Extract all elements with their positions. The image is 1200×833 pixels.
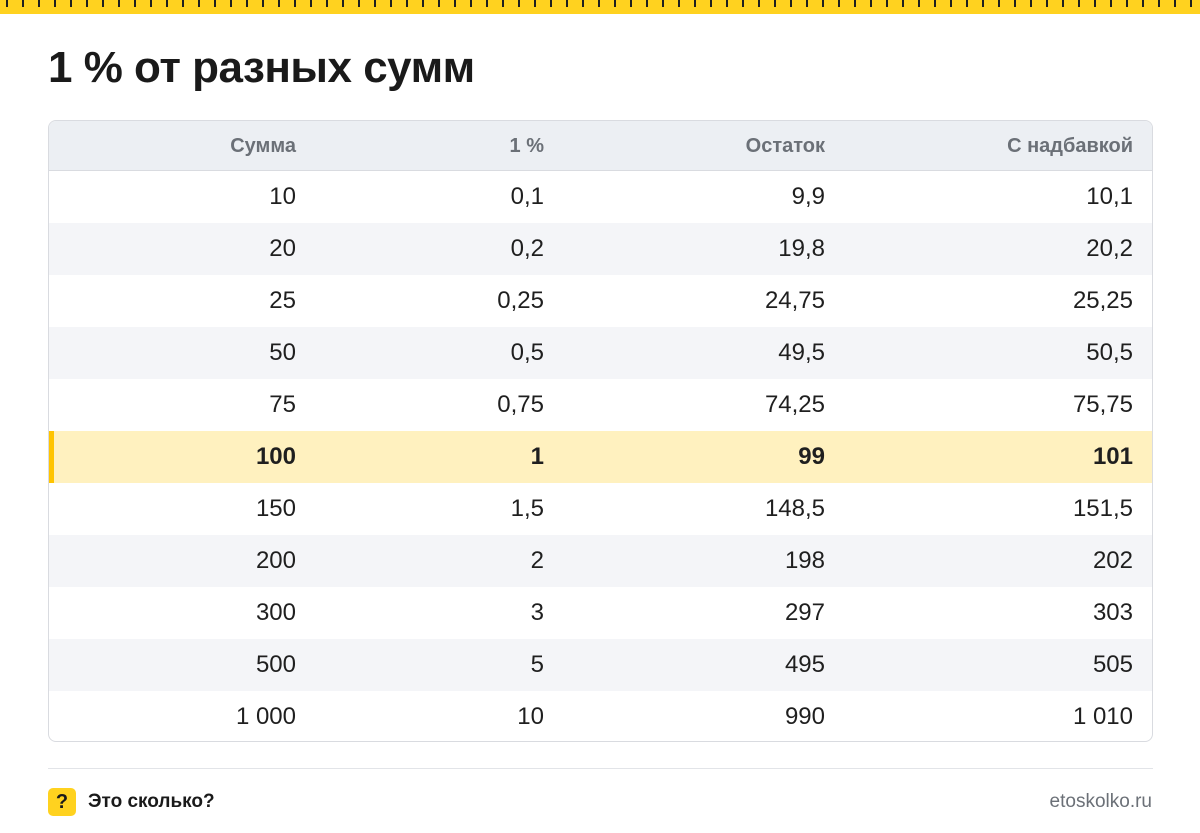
cell-percent: 0,2 xyxy=(510,235,544,262)
cell-remainder: 148,5 xyxy=(764,495,825,522)
cell-remainder: 495 xyxy=(784,651,825,678)
question-mark-icon: ? xyxy=(48,788,76,816)
table-row: 20 0,2 19,8 20,2 xyxy=(49,223,1152,275)
cell-remainder: 24,75 xyxy=(764,287,825,314)
cell-sum: 500 xyxy=(255,651,296,678)
table-header-row: Сумма 1 % Остаток С надбавкой xyxy=(49,121,1152,171)
cell-sum: 150 xyxy=(255,495,296,522)
table-row-highlighted: 100 1 99 101 xyxy=(49,431,1152,483)
table-row: 50 0,5 49,5 50,5 xyxy=(49,327,1152,379)
percent-table: Сумма 1 % Остаток С надбавкой 10 0,1 9,9 10… xyxy=(48,120,1153,742)
table-row: 300 3 297 303 xyxy=(49,587,1152,639)
cell-with-markup: 20,2 xyxy=(1086,235,1133,262)
cell-remainder: 198 xyxy=(784,547,825,574)
cell-remainder: 297 xyxy=(784,599,825,626)
ruler-decoration xyxy=(0,0,1200,14)
cell-remainder: 49,5 xyxy=(778,339,825,366)
cell-percent: 0,1 xyxy=(510,183,544,210)
cell-sum: 50 xyxy=(269,339,296,366)
cell-with-markup: 75,75 xyxy=(1072,391,1133,418)
cell-with-markup: 202 xyxy=(1092,547,1133,574)
cell-percent: 5 xyxy=(530,651,544,678)
column-header-sum: Сумма xyxy=(230,134,296,157)
cell-sum: 100 xyxy=(255,443,296,470)
column-header-with-markup: С надбавкой xyxy=(1007,134,1133,157)
table-row: 25 0,25 24,75 25,25 xyxy=(49,275,1152,327)
page-title: 1 % от разных сумм xyxy=(48,43,475,92)
cell-sum: 25 xyxy=(269,287,296,314)
cell-sum: 10 xyxy=(269,183,296,210)
cell-remainder: 19,8 xyxy=(778,235,825,262)
column-header-percent: 1 % xyxy=(509,134,544,157)
cell-with-markup: 505 xyxy=(1092,651,1133,678)
cell-with-markup: 303 xyxy=(1092,599,1133,626)
cell-with-markup: 151,5 xyxy=(1072,495,1133,522)
cell-remainder: 9,9 xyxy=(791,183,825,210)
cell-percent: 0,5 xyxy=(510,339,544,366)
cell-with-markup: 1 010 xyxy=(1072,703,1133,730)
cell-remainder: 990 xyxy=(784,703,825,730)
brand-name: Это сколько? xyxy=(88,791,215,812)
cell-sum: 1 000 xyxy=(235,703,296,730)
table-body: 10 0,1 9,9 10,1 20 0,2 19,8 20,2 25 0,25 24,75 25,2… xyxy=(49,171,1152,741)
cell-sum: 300 xyxy=(255,599,296,626)
cell-remainder: 74,25 xyxy=(764,391,825,418)
table-row: 150 1,5 148,5 151,5 xyxy=(49,483,1152,535)
table-row: 200 2 198 202 xyxy=(49,535,1152,587)
column-header-remainder: Остаток xyxy=(745,134,825,157)
cell-percent: 1 xyxy=(530,443,544,470)
cell-with-markup: 101 xyxy=(1092,443,1133,470)
cell-sum: 75 xyxy=(269,391,296,418)
site-url[interactable]: etoskolko.ru xyxy=(1049,791,1152,812)
table-row: 1 000 10 990 1 010 xyxy=(49,691,1152,741)
cell-percent: 10 xyxy=(517,703,544,730)
cell-with-markup: 50,5 xyxy=(1086,339,1133,366)
footer-divider xyxy=(48,768,1153,769)
cell-sum: 20 xyxy=(269,235,296,262)
cell-percent: 3 xyxy=(530,599,544,626)
cell-with-markup: 25,25 xyxy=(1072,287,1133,314)
cell-percent: 1,5 xyxy=(510,495,544,522)
cell-remainder: 99 xyxy=(798,443,825,470)
cell-sum: 200 xyxy=(255,547,296,574)
cell-with-markup: 10,1 xyxy=(1086,183,1133,210)
table-row: 500 5 495 505 xyxy=(49,639,1152,691)
cell-percent: 0,75 xyxy=(497,391,544,418)
cell-percent: 2 xyxy=(530,547,544,574)
cell-percent: 0,25 xyxy=(497,287,544,314)
table-row: 10 0,1 9,9 10,1 xyxy=(49,171,1152,223)
table-row: 75 0,75 74,25 75,75 xyxy=(49,379,1152,431)
